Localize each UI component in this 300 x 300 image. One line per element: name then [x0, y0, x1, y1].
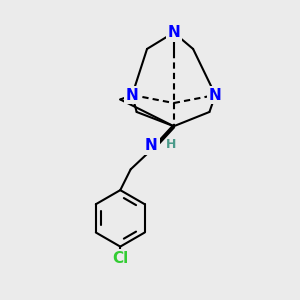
Text: Cl: Cl: [112, 251, 128, 266]
Text: N: N: [209, 88, 222, 103]
Text: N: N: [145, 138, 158, 153]
Text: N: N: [126, 88, 139, 103]
Text: N: N: [167, 25, 180, 40]
Text: H: H: [166, 138, 177, 151]
